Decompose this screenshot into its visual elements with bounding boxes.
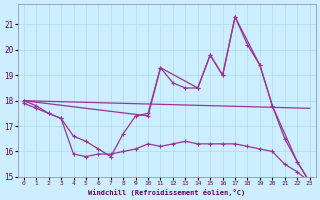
- X-axis label: Windchill (Refroidissement éolien,°C): Windchill (Refroidissement éolien,°C): [88, 189, 245, 196]
